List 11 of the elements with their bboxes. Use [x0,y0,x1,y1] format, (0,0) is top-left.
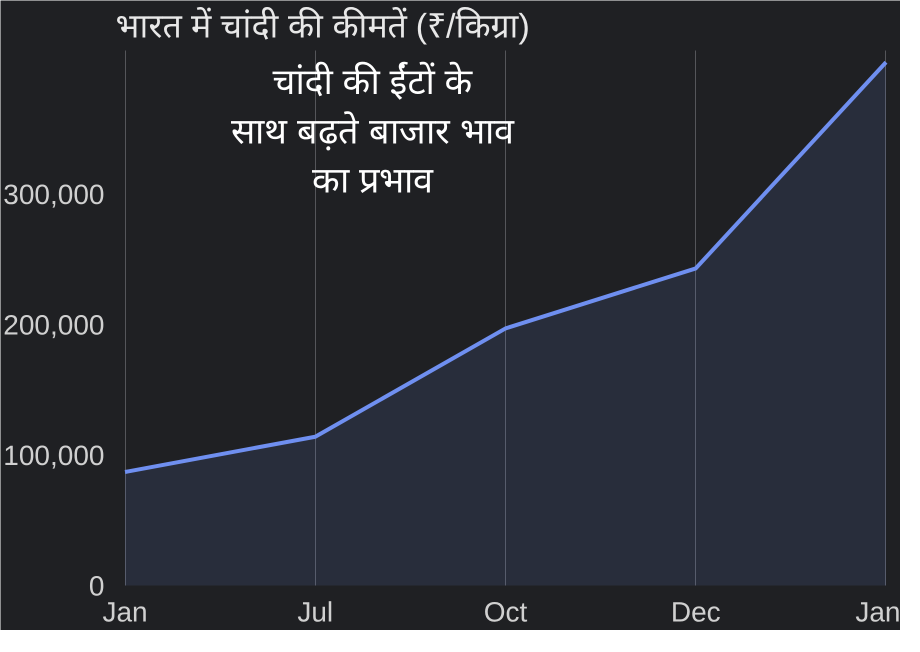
annotation: चांदी की ईंटों के साथ बढ़ते बाजार भाव का प्रभाव [230,61,515,201]
y-tick-label: 100,000 [3,440,105,472]
x-tick-label: Jul [297,596,334,628]
chart-title: भारत में चांदी की कीमतें (₹/किग्रा) [116,6,530,46]
x-tick-label: Jan [855,596,901,628]
x-tick-label: Dec [670,596,721,628]
y-tick-label: 0 [88,570,105,602]
x-tick-label: Jan [102,596,148,628]
x-tick-label: Oct [484,596,528,628]
y-tick-label: 300,000 [3,179,105,210]
y-tick-label: 200,000 [3,310,105,341]
